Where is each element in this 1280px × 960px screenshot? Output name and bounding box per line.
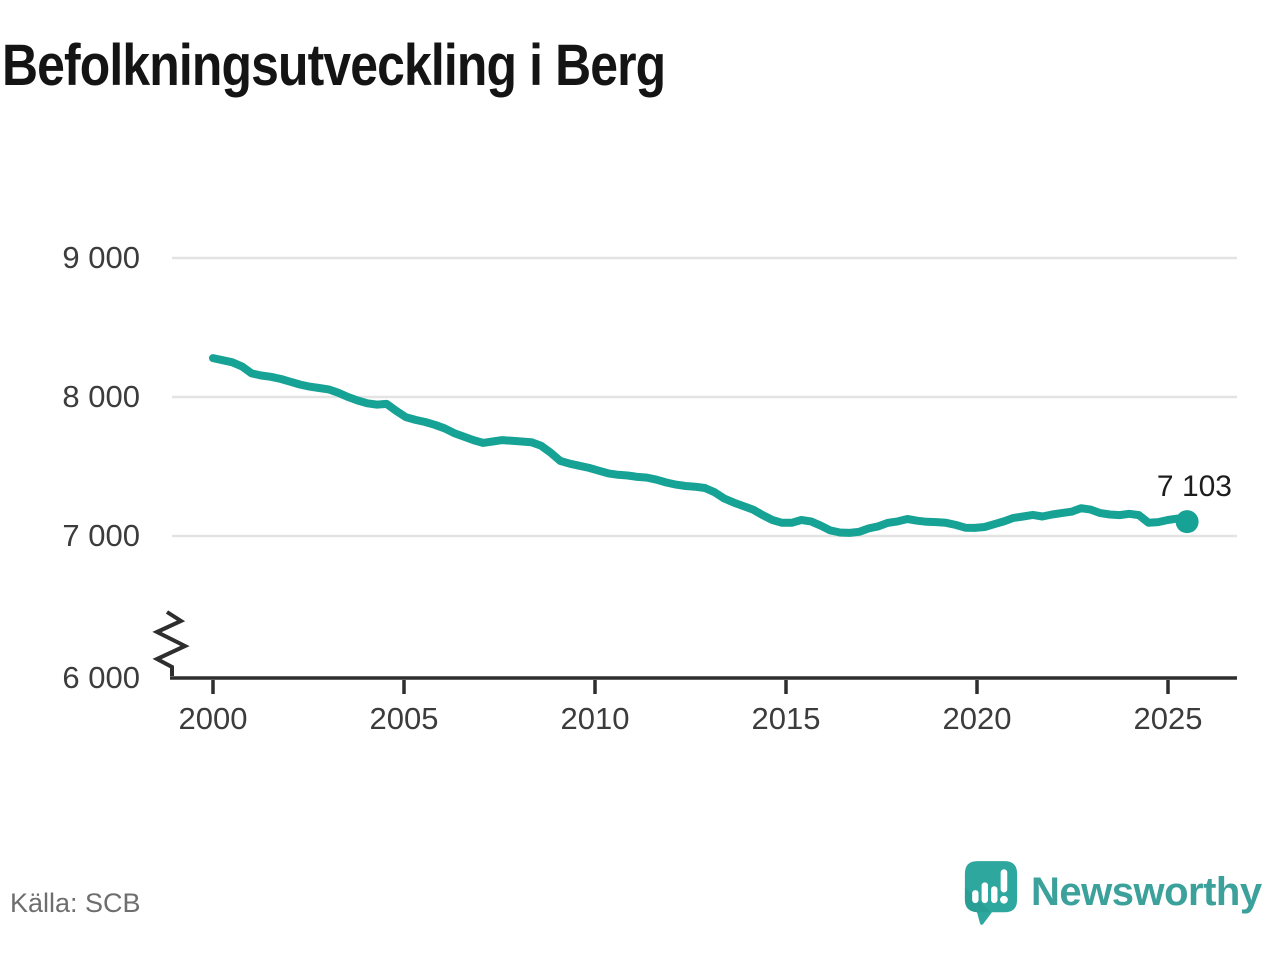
x-tick-label: 2025 (1133, 701, 1203, 736)
y-tick-label: 8 000 (62, 379, 140, 414)
x-tick-label: 2005 (369, 701, 439, 736)
y-tick-label: 6 000 (62, 660, 140, 695)
population-line (209, 354, 1192, 537)
y-tick-label: 7 000 (62, 518, 140, 553)
axis-break-icon (152, 610, 190, 676)
y-tick-label: 9 000 (62, 240, 140, 275)
chart-title: Befolkningsutveckling i Berg (2, 33, 666, 98)
newsworthy-logo-icon (964, 861, 1018, 925)
source-note: Källa: SCB (10, 888, 141, 918)
x-tick-label: 2010 (560, 701, 630, 736)
x-tick-label: 2000 (178, 701, 248, 736)
newsworthy-logo: Newsworthy (962, 858, 1262, 926)
x-tick-label: 2020 (942, 701, 1012, 736)
last-value-label: 7 103 (1156, 470, 1232, 503)
newsworthy-wordmark: Newsworthy (1031, 870, 1262, 914)
x-tick-label: 2015 (751, 701, 821, 736)
last-value-dot (1175, 510, 1199, 534)
